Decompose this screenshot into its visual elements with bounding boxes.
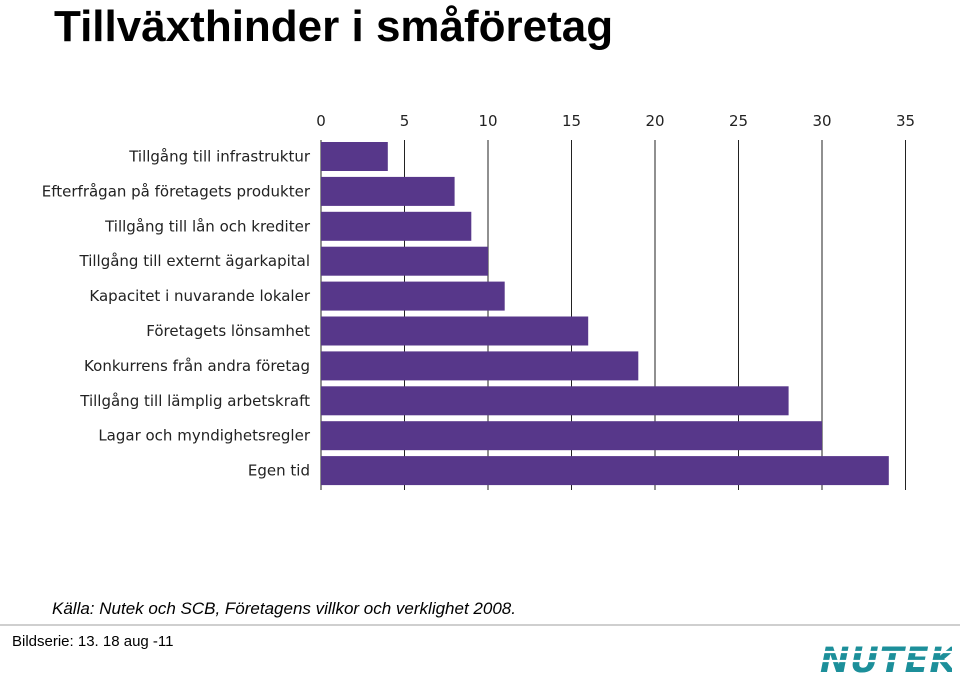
category-label: Företagets lönsamhet bbox=[146, 322, 310, 340]
bars bbox=[321, 142, 889, 486]
bar bbox=[321, 246, 488, 276]
bar bbox=[321, 351, 639, 381]
category-label: Egen tid bbox=[248, 462, 310, 480]
category-label: Tillgång till lån och krediter bbox=[104, 217, 311, 235]
x-axis-tick-labels: 0 5 10 15 20 25 30 35 bbox=[316, 112, 915, 130]
category-label: Efterfrågan på företagets produkter bbox=[42, 182, 311, 200]
slide-footer: Bildserie: 13. 18 aug -11 bbox=[12, 633, 174, 650]
category-label: Kapacitet i nuvarande lokaler bbox=[89, 287, 310, 305]
x-tick-label: 5 bbox=[400, 112, 410, 130]
x-tick-label: 15 bbox=[562, 112, 581, 130]
bar bbox=[321, 142, 388, 171]
bar bbox=[321, 211, 472, 241]
category-labels: Tillgång till infrastruktur Efterfrågan p… bbox=[42, 148, 311, 480]
bar bbox=[321, 421, 822, 451]
logo-wordmark: NUTEK bbox=[820, 641, 952, 678]
x-tick-label: 0 bbox=[316, 112, 326, 130]
bar-chart: 0 5 10 15 20 25 30 35 Tillgång till infrastrukt… bbox=[42, 112, 915, 490]
category-label: Tillgång till infrastruktur bbox=[128, 148, 311, 166]
bar bbox=[321, 316, 589, 346]
category-label: Konkurrens från andra företag bbox=[84, 357, 310, 375]
x-tick-label: 20 bbox=[645, 112, 664, 130]
x-tick-label: 35 bbox=[896, 112, 915, 130]
category-label: Lagar och myndighetsregler bbox=[98, 427, 311, 445]
page-title: Tillväxthinder i småföretag bbox=[54, 2, 614, 51]
category-label: Tillgång till lämplig arbetskraft bbox=[79, 392, 310, 410]
bar bbox=[321, 386, 789, 416]
x-tick-label: 30 bbox=[812, 112, 831, 130]
bar bbox=[321, 281, 505, 311]
source-note: Källa: Nutek och SCB, Företagens villkor… bbox=[52, 599, 516, 618]
bar bbox=[321, 176, 455, 206]
x-tick-label: 25 bbox=[729, 112, 748, 130]
bar bbox=[321, 456, 889, 486]
footer-divider bbox=[0, 624, 960, 626]
nutek-logo: NUTEK bbox=[818, 638, 958, 683]
x-tick-label: 10 bbox=[478, 112, 497, 130]
category-label: Tillgång till externt ägarkapital bbox=[79, 252, 311, 270]
